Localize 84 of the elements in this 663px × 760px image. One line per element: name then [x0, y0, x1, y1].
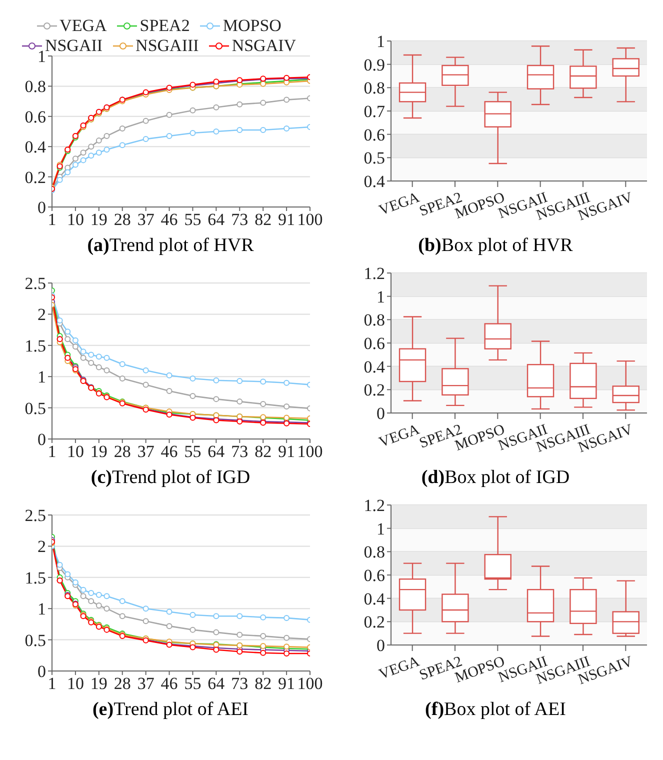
x-tick-label: 19 [90, 674, 108, 694]
x-tick-label: 73 [231, 674, 248, 694]
y-tick-label: 0.4 [364, 589, 386, 608]
y-tick-label: 2.5 [24, 274, 46, 294]
y-tick-label: 0 [376, 636, 385, 656]
text: (e)Trend plot of AEI [91, 699, 250, 721]
x-tick-label: 91 [278, 210, 296, 230]
x-tick-label: 64 [208, 674, 226, 694]
y-tick-label: 1 [38, 600, 46, 619]
y-tick-label: 0.5 [24, 398, 46, 418]
legend-label: NSGAIV [230, 36, 296, 56]
x-tick-label: 10 [66, 210, 84, 230]
x-tick-label: 37 [137, 210, 155, 230]
x-tick-label: 100 [297, 442, 323, 462]
y-tick-label: 0.4 [24, 138, 46, 157]
y-tick-label: 0.8 [24, 77, 46, 96]
text: (d)Box plot of IGD [420, 467, 571, 489]
x-tick-label: 46 [160, 442, 178, 462]
y-tick-label: 0.2 [364, 380, 385, 400]
x-tick-label: 91 [278, 442, 296, 462]
text: (b)Box plot of HVR [417, 235, 574, 257]
x-tick-label: 64 [208, 442, 226, 462]
y-tick-label: 0.6 [364, 334, 385, 354]
text: (a)Trend plot of HVR [86, 235, 255, 257]
x-tick-label: 46 [160, 674, 178, 694]
text: (f)Box plot of AEI [424, 699, 567, 721]
y-tick-label: 1.5 [24, 568, 46, 588]
x-tick-label: 46 [160, 210, 178, 230]
x-tick-label: 55 [184, 442, 202, 462]
y-tick-label: 1.2 [364, 496, 385, 516]
y-tick-label: 0.2 [364, 612, 385, 632]
y-tick-label: 2 [38, 537, 46, 556]
x-tick-label: 19 [90, 210, 108, 230]
y-tick-label: 0.6 [24, 107, 46, 126]
y-tick-label: 0 [38, 662, 46, 682]
x-tick-label: 91 [278, 674, 296, 694]
x-tick-label: 55 [184, 210, 202, 230]
x-tick-label: 28 [114, 674, 131, 694]
y-tick-label: 1 [376, 287, 385, 306]
legend-label: NSGAIII [134, 36, 199, 56]
y-tick-label: 0.6 [364, 125, 385, 144]
x-tick-label: 28 [114, 210, 131, 230]
y-tick-label: 1 [38, 47, 46, 66]
x-tick-label: 100 [297, 210, 323, 230]
text: (c)Trend plot of IGD [90, 467, 252, 489]
y-tick-label: 1 [38, 368, 46, 387]
y-tick-label: 0.6 [364, 566, 385, 586]
x-tick-label: 37 [137, 442, 155, 462]
y-tick-label: 0.7 [364, 102, 386, 122]
x-tick-label: 73 [231, 442, 248, 462]
x-tick-label: 10 [66, 442, 84, 462]
y-tick-label: 1.2 [364, 264, 385, 284]
legend-label: MOPSO [222, 16, 282, 36]
x-tick-label: 82 [254, 442, 272, 462]
x-tick-label: 64 [208, 210, 226, 230]
y-tick-label: 0 [38, 198, 46, 218]
x-tick-label: 82 [254, 674, 272, 694]
legend-label: VEGA [58, 16, 107, 36]
y-tick-label: 0.8 [364, 542, 385, 562]
x-tick-label: 10 [66, 674, 84, 694]
y-tick-label: 0.9 [364, 55, 385, 74]
x-tick-label: 19 [90, 442, 108, 462]
x-tick-label: 82 [254, 210, 272, 230]
legend-label: NSGAII [44, 36, 103, 55]
y-tick-label: 1.5 [24, 336, 46, 356]
x-tick-label: 28 [114, 442, 131, 462]
legend-label: SPEA2 [138, 16, 190, 36]
y-tick-label: 2 [38, 305, 46, 324]
y-tick-label: 0 [38, 430, 46, 450]
y-tick-label: 0.4 [364, 357, 386, 376]
x-tick-label: 37 [137, 674, 155, 694]
y-tick-label: 1 [376, 519, 385, 538]
y-tick-label: 0.4 [364, 172, 386, 192]
y-tick-label: 0.5 [364, 148, 385, 168]
y-tick-label: 2.5 [24, 506, 46, 526]
y-tick-label: 1 [376, 32, 385, 52]
x-tick-label: 100 [297, 674, 323, 694]
y-tick-label: 0.8 [364, 78, 385, 98]
x-tick-label: 73 [231, 210, 248, 230]
y-tick-label: 0.5 [24, 630, 46, 650]
y-tick-label: 0.2 [24, 168, 46, 187]
y-tick-label: 0 [376, 404, 385, 424]
y-tick-label: 0.8 [364, 310, 385, 330]
x-tick-label: 55 [184, 674, 202, 694]
